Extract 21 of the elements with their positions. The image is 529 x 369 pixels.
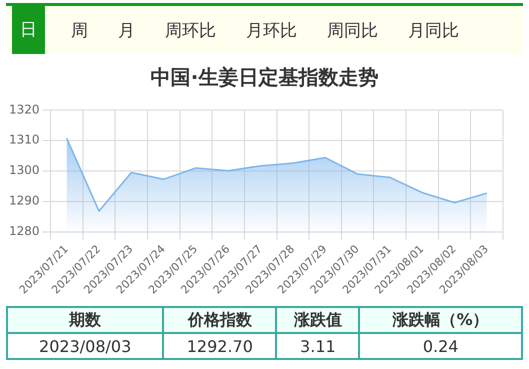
text: 价格指数 xyxy=(163,307,276,333)
y-tick-label: 1280 xyxy=(8,224,40,238)
y-tick-label: 1290 xyxy=(8,194,40,208)
text: 0.24 xyxy=(359,333,522,359)
chart-title: 中国·生姜日定基指数走势 xyxy=(150,64,380,91)
text: 涨跌值 xyxy=(276,307,360,333)
text: 2023/08/03 xyxy=(7,333,164,359)
text: 周同比 xyxy=(326,20,379,42)
text: 月同比 xyxy=(407,20,460,42)
y-tick-label: 1320 xyxy=(8,102,40,116)
text: 1292.70 xyxy=(163,333,276,359)
text: 3.11 xyxy=(276,333,360,359)
text: 周环比 xyxy=(164,20,217,42)
text: 涨跌幅（%） xyxy=(359,307,522,333)
y-tick-label: 1300 xyxy=(8,163,40,178)
text: 月环比 xyxy=(245,20,298,42)
text: 日 xyxy=(12,6,45,54)
text: 周 xyxy=(70,20,89,42)
y-tick-label: 1310 xyxy=(8,132,40,147)
text: 月 xyxy=(117,20,136,42)
text: 期数 xyxy=(7,307,164,333)
